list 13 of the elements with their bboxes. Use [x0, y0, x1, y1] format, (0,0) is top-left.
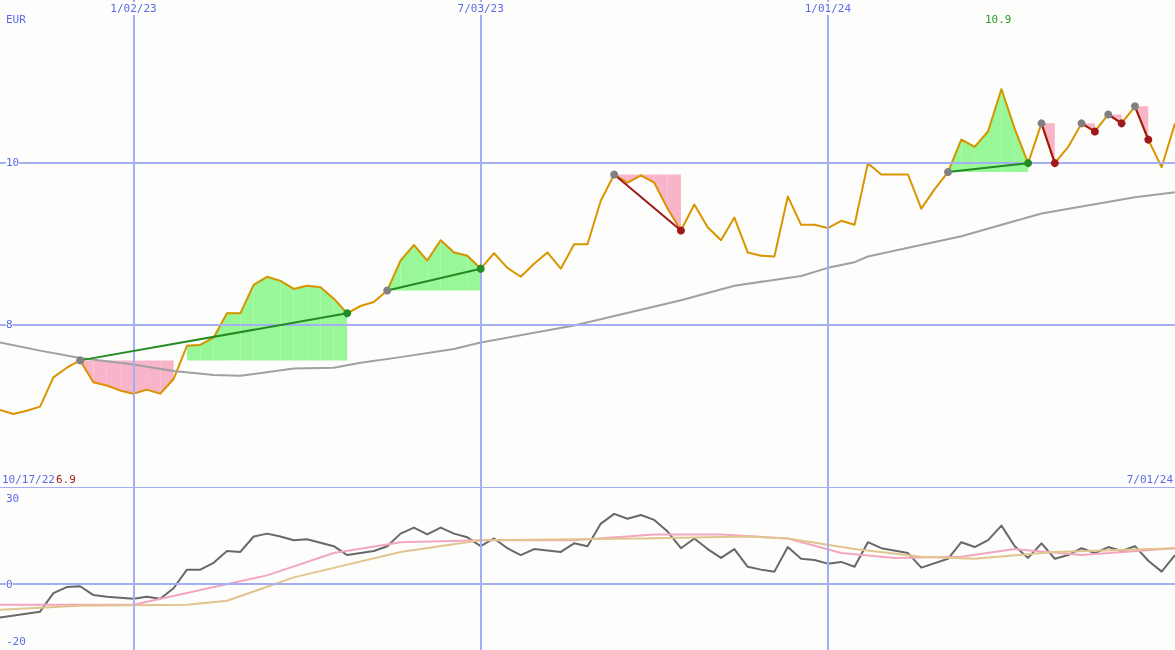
annotation: 6.9	[56, 473, 76, 486]
y-tick-label: -20	[6, 634, 26, 648]
y-tick-label: 8	[6, 318, 13, 332]
x-tick-label: 1/02/23	[110, 2, 157, 15]
y-tick-label: 0	[6, 577, 13, 591]
y-tick-label: 30	[6, 491, 20, 505]
x-tick-label: 1/01/24	[804, 2, 852, 15]
annotation: 10.9	[985, 13, 1012, 26]
annotation: 7/01/24	[1126, 473, 1174, 486]
y-axis-title: EUR	[6, 13, 27, 26]
annotation: 10/17/22	[2, 473, 55, 486]
y-tick-label: 10	[6, 155, 20, 169]
x-tick-label: 7/03/23	[457, 2, 504, 15]
